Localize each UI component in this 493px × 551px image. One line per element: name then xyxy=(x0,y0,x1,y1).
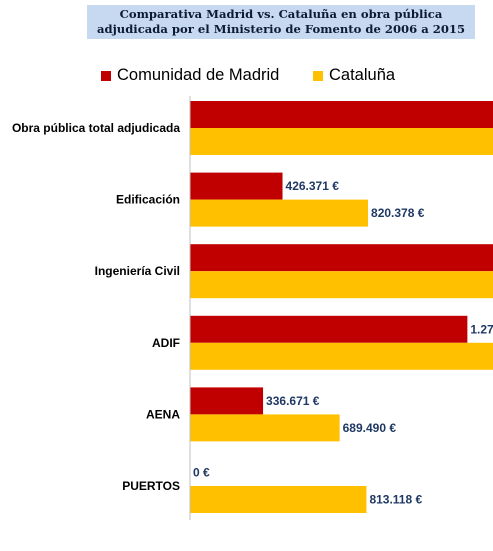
legend-swatch-cataluna xyxy=(313,70,323,81)
category-label-aena: AENA xyxy=(146,407,180,421)
bar-madrid-obra-publica-total-adjudicada xyxy=(190,101,493,128)
bar-cataluna-adif xyxy=(190,342,493,370)
bar-cataluna-obra-publica-total-adjudicada xyxy=(190,128,493,155)
category-label-puertos: PUERTOS xyxy=(122,479,180,493)
legend-swatch-madrid xyxy=(101,70,111,81)
category-label-edificacion: Edificación xyxy=(116,193,180,207)
value-label-cataluna-edificacion: 820.378 € xyxy=(371,206,425,220)
value-label-madrid-aena: 336.671 € xyxy=(266,394,320,408)
bar-cataluna-aena xyxy=(190,414,340,442)
value-label-madrid-edificacion: 426.371 € xyxy=(286,179,340,193)
chart-title-line-2: adjudicada por el Ministerio de Fomento … xyxy=(96,22,466,36)
category-label-ingenieria-civil: Ingeniería Civil xyxy=(95,264,180,278)
value-label-madrid-adif: 1.278.236 € xyxy=(470,322,493,336)
bar-madrid-adif xyxy=(190,315,468,343)
category-label-obra-publica-total-adjudicada: Obra pública total adjudicada xyxy=(12,121,180,135)
value-label-cataluna-puertos: 813.118 € xyxy=(369,493,422,507)
legend-label-madrid: Comunidad de Madrid xyxy=(117,66,280,84)
bar-madrid-edificacion xyxy=(190,172,283,200)
legend-label-cataluna: Cataluña xyxy=(329,66,396,84)
bar-madrid-ingenieria-civil xyxy=(190,244,493,272)
value-label-cataluna-aena: 689.490 € xyxy=(343,421,397,435)
bar-cataluna-ingenieria-civil xyxy=(190,271,493,299)
legend-item-cataluna: Cataluña xyxy=(313,66,395,85)
legend-item-madrid: Comunidad de Madrid xyxy=(101,66,279,85)
bar-cataluna-edificacion xyxy=(190,199,369,227)
value-label-madrid-puertos: 0 € xyxy=(193,466,210,480)
chart-title-line-1: Comparativa Madrid vs. Cataluña en obra … xyxy=(119,7,443,21)
chart-title: Comparativa Madrid vs. Cataluña en obra … xyxy=(87,5,475,39)
bar-cataluna-puertos xyxy=(190,486,367,513)
category-label-adif: ADIF xyxy=(152,336,180,350)
chart-legend: Comunidad de Madrid Cataluña xyxy=(0,66,493,86)
bar-madrid-aena xyxy=(190,387,264,415)
